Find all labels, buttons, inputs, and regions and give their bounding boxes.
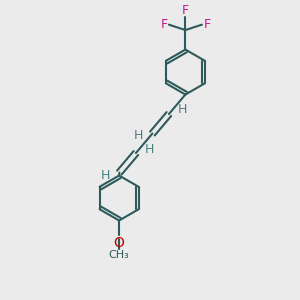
Text: F: F: [160, 18, 167, 31]
Text: H: H: [134, 129, 143, 142]
Text: H: H: [100, 169, 110, 182]
Text: F: F: [182, 4, 189, 17]
Text: CH₃: CH₃: [109, 250, 130, 260]
Text: H: H: [145, 143, 154, 156]
Text: H: H: [178, 103, 187, 116]
Text: O: O: [114, 236, 124, 250]
Text: F: F: [203, 18, 211, 31]
